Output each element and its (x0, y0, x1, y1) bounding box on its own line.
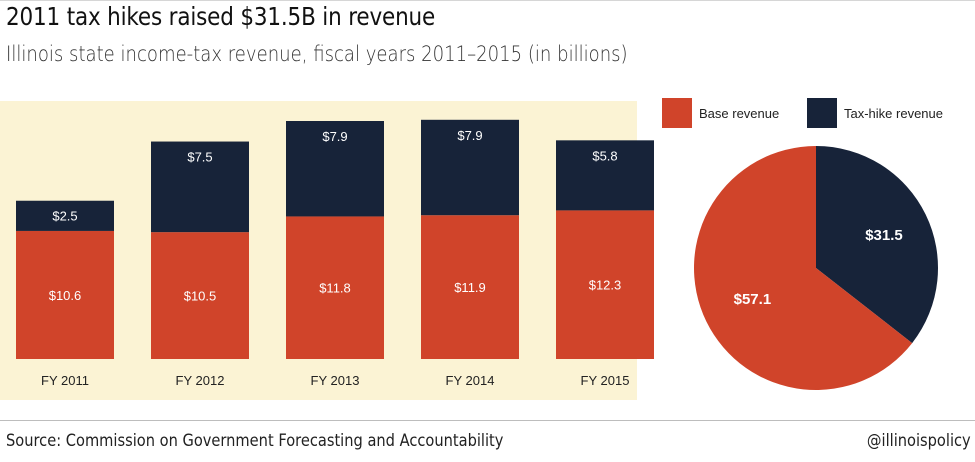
x-tick-label: FY 2011 (41, 373, 89, 388)
legend-item-base: Base revenue (662, 98, 779, 128)
bar-base-fy-2015 (556, 210, 654, 359)
legend-label-hike: Tax-hike revenue (844, 105, 943, 121)
pie-label-base: $57.1 (734, 291, 772, 308)
legend-item-hike: Tax-hike revenue (807, 98, 943, 128)
bar-base-fy-2013 (286, 216, 384, 359)
bar-label-base: $11.9 (454, 280, 486, 295)
bar-label-hike: $7.9 (322, 129, 347, 144)
bar-hike-fy-2011 (16, 200, 114, 231)
bar-label-base: $10.6 (49, 288, 82, 303)
legend-swatch-base (662, 98, 692, 128)
bar-label-hike: $5.8 (592, 148, 617, 163)
legend-swatch-hike (807, 98, 837, 128)
source-note: Source: Commission on Government Forecas… (6, 431, 504, 451)
pie-label-hike: $31.5 (865, 227, 903, 244)
bar-label-hike: $7.5 (187, 150, 212, 165)
chart-subtitle: Illinois state income-tax revenue, fisca… (6, 42, 628, 66)
bar-hike-fy-2015 (556, 140, 654, 211)
bar-hike-fy-2013 (286, 121, 384, 217)
pie-legend: Base revenue Tax-hike revenue (662, 98, 962, 130)
x-tick-label: FY 2014 (446, 373, 495, 388)
bar-label-base: $12.3 (589, 278, 622, 293)
social-handle: @illinoispolicy (867, 431, 971, 451)
legend-label-base: Base revenue (699, 105, 780, 121)
x-tick-label: FY 2015 (581, 373, 630, 388)
bar-label-base: $11.8 (319, 281, 351, 296)
footer-rule (0, 420, 975, 421)
top-rule (0, 0, 975, 1)
bar-hike-fy-2014 (421, 119, 519, 216)
bar-base-fy-2014 (421, 215, 519, 359)
bar-hike-fy-2012 (151, 141, 249, 233)
bar-label-hike: $7.9 (457, 128, 482, 143)
bar-base-fy-2012 (151, 232, 249, 359)
x-tick-label: FY 2013 (311, 373, 360, 388)
pie-slice-hike (816, 146, 938, 344)
bar-base-fy-2011 (16, 230, 114, 359)
chart-title: 2011 tax hikes raised $31.5B in revenue (6, 2, 436, 31)
x-tick-label: FY 2012 (176, 373, 225, 388)
bar-label-hike: $2.5 (52, 209, 77, 224)
bar-label-base: $10.5 (184, 289, 217, 304)
pie-slice-base (693, 146, 913, 390)
